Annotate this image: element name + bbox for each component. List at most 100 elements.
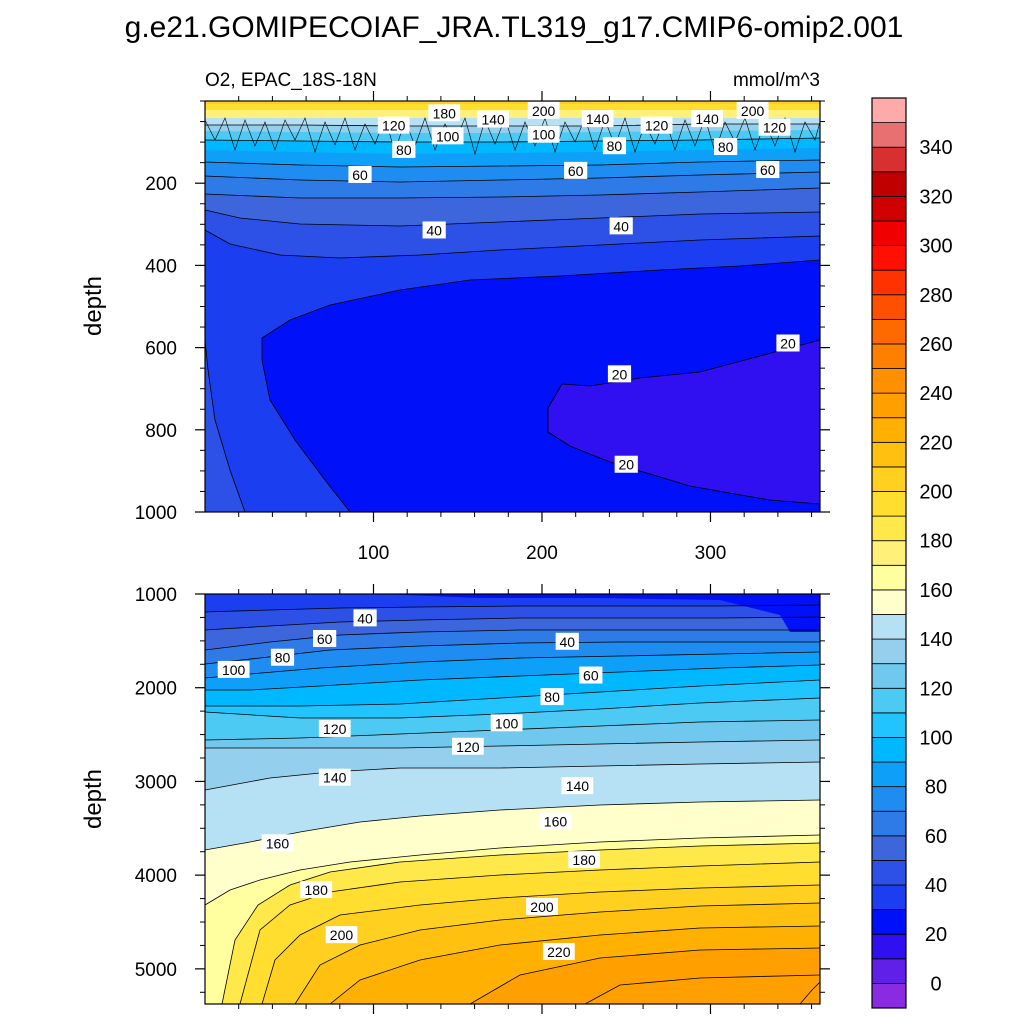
colorbar-swatch [871,564,907,591]
colorbar-swatch [871,417,907,443]
colorbar-tick-label: 320 [919,186,952,208]
units-label: mmol/m^3 [733,70,820,91]
contour-label-box [714,138,738,156]
contour-label-text: 80 [544,689,560,705]
y-tick-label: 3000 [135,772,177,793]
contour-label: 20 [776,334,800,352]
contour-label: 180 [428,104,461,122]
contour-label: 200 [736,101,769,119]
colorbar-tick-label: 200 [919,482,952,504]
contour-label: 40 [609,217,633,235]
contour-label-box [579,666,603,684]
y-tick-label: 1000 [135,585,177,606]
x-tick-label: 200 [526,543,558,564]
colorbar-swatch [871,122,907,148]
contour-label: 80 [540,688,564,706]
contour-label-box [313,629,337,647]
contour-label: 140 [561,777,594,795]
colorbar-swatch [871,958,907,984]
contour-label: 60 [564,161,588,179]
contour-label-box [568,851,601,869]
contour-label-text: 200 [741,103,765,119]
contour-label-box [564,161,588,179]
colorbar-swatch [871,343,907,369]
contour-label-text: 40 [613,218,629,234]
colorbar-swatch [871,245,907,271]
contour-label: 200 [527,101,560,119]
colorbar-tick-label: 120 [919,678,952,700]
contour-label-box [758,118,791,136]
colorbar-swatch [871,614,907,640]
contour-label-text: 180 [305,882,329,898]
contour-label: 80 [714,138,738,156]
lower-y-axis-label: depth [80,769,107,829]
contour-label: 80 [392,140,416,158]
colorbar-tick-label: 0 [930,973,941,995]
colorbar-swatch [871,810,907,837]
upper-plot-area: 180 200 200 140 140 140 120 120 120 100 100 80 80 80 6… [205,101,820,512]
contour-label-text: 180 [572,852,596,868]
contour-label: 140 [581,110,614,128]
contour-label-box [348,165,372,183]
colorbar-swatch [871,195,907,222]
colorbar-swatch [871,638,907,665]
contour-label-box [300,881,333,899]
contour-lines-upper [205,123,820,512]
colorbar-swatch [871,220,907,246]
contour-label-box [555,632,579,650]
contour-label: 180 [568,851,601,869]
contour-label: 60 [579,666,603,684]
contour-label-box [756,161,780,179]
contour-label-text: 60 [352,167,368,183]
contour-label-box [539,812,572,830]
colorbar-swatch [871,761,907,788]
colorbar-frame [871,97,907,1009]
contour-label-box [451,737,484,755]
contour-label-text: 60 [760,162,776,178]
y-tick-label: 400 [145,256,177,277]
contour-label-box [217,660,250,678]
colorbar-tick-label: 340 [919,137,952,159]
contour-label-text: 120 [763,120,787,136]
colorbar-swatch [871,712,907,738]
contour-label-text: 40 [559,634,575,650]
contour-label-text: 140 [586,111,610,127]
contour-label-box [607,365,632,383]
colorbar-swatch [871,737,907,763]
colorbar-swatch [871,884,907,911]
contour-label: 80 [270,648,295,666]
colorbar-tick-label: 100 [919,727,952,749]
colorbar-swatch [871,171,907,197]
contour-label-text: 100 [436,128,460,144]
contour-label-text: 220 [547,944,571,960]
contour-label-text: 80 [275,650,291,666]
colorbar-swatch [871,687,907,714]
colorbar-swatch [871,491,907,517]
contour-label-box [542,942,575,960]
contour-label-box [581,110,614,128]
colorbar-tick-label: 20 [925,924,947,946]
lower-panel: 4040606080801001001201201401401601601801… [80,584,830,1014]
contour-label-box [527,101,560,119]
contour-label: 140 [318,768,351,786]
contour-label: 40 [422,221,446,239]
contour-label-text: 120 [323,721,347,737]
colorbar-swatch [871,466,907,492]
contour-label-text: 60 [317,631,333,647]
contour-label: 60 [756,161,780,179]
contour-label-box [353,609,377,627]
colorbar-swatch [871,368,907,394]
contour-label-box [490,714,523,732]
contour-label-box [377,116,410,134]
contour-label-box [614,455,638,473]
colorbar-swatch [871,318,907,345]
fill-band-below-40 [380,594,820,632]
contour-label: 200 [325,926,358,944]
contour-label-box [736,101,769,119]
contour-label-box [602,137,627,155]
contour-label-text: 140 [481,111,505,127]
contour-label-text: 80 [718,139,734,155]
contour-label-box [422,221,446,239]
y-tick-label: 200 [145,174,177,195]
contour-label: 60 [313,629,337,647]
